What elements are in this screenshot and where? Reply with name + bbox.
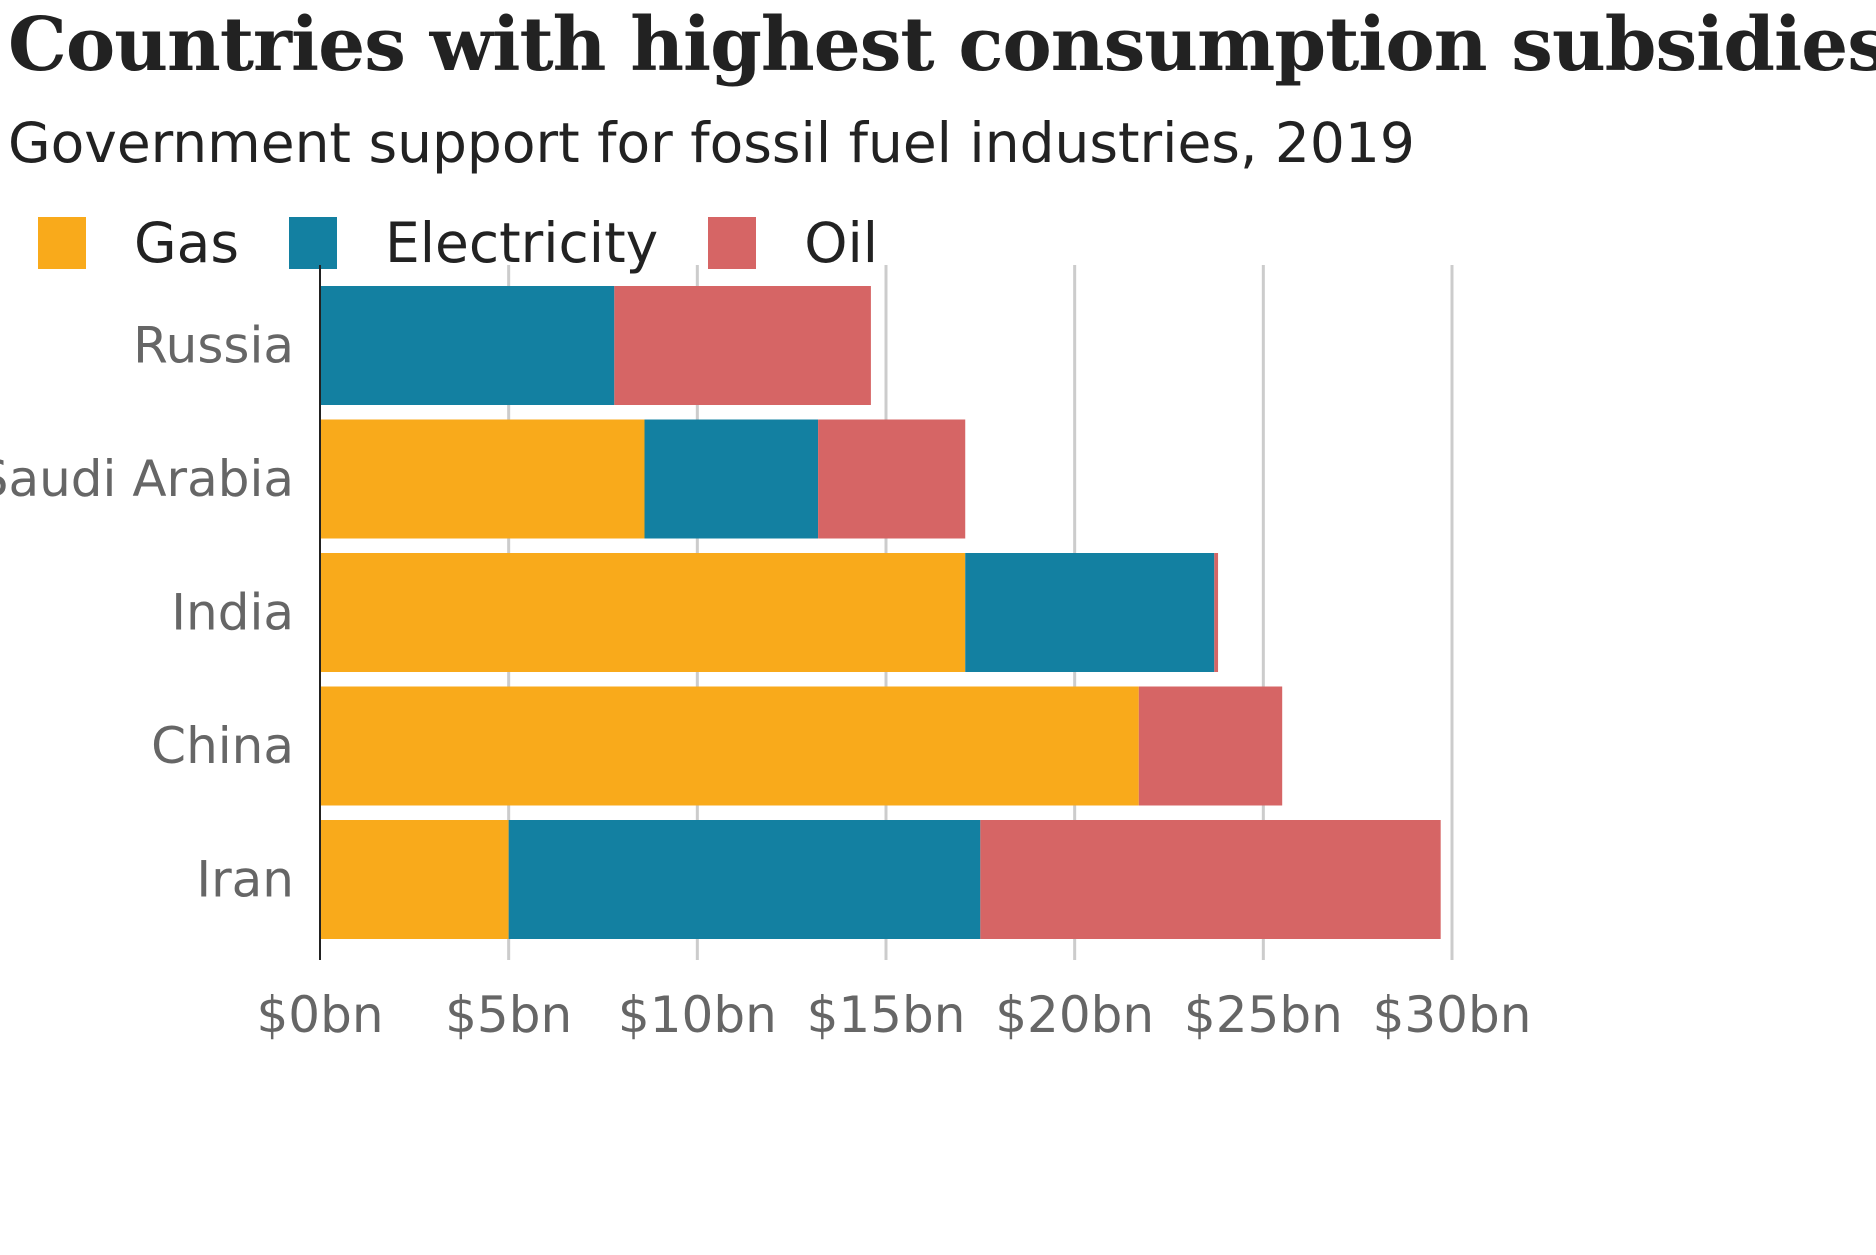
bar-india-gas [320, 553, 966, 672]
bar-china-oil [1138, 686, 1283, 806]
x-tick-label-1: $5bn [445, 986, 572, 1044]
x-tick-label-6: $30bn [1373, 986, 1532, 1044]
chart-subtitle: Government support for fossil fuel indus… [8, 111, 1415, 175]
bar-iran-electricity [508, 820, 981, 939]
bar-china-gas [320, 686, 1139, 806]
x-tick-label-4: $20bn [995, 986, 1154, 1044]
legend-swatch-gas [38, 217, 86, 269]
x-tick-label-3: $15bn [807, 986, 966, 1044]
legend-label-electricity: Electricity [384, 211, 659, 275]
category-label-saudi-arabia: Saudi Arabia [0, 450, 294, 508]
chart-title: Countries with highest consumption subsi… [8, 2, 1876, 88]
legend-item-gas: Gas [38, 211, 239, 275]
x-tick-label-5: $25bn [1184, 986, 1343, 1044]
legend-label-gas: Gas [134, 211, 239, 275]
bar-saudi-arabia-oil [818, 419, 966, 539]
category-label-china: China [151, 717, 294, 775]
bar-india-electricity [965, 553, 1215, 672]
legend-label-oil: Oil [804, 211, 879, 275]
bar-russia-oil [614, 286, 871, 405]
x-tick-label-2: $10bn [618, 986, 777, 1044]
legend: Gas Electricity Oil [38, 208, 928, 278]
category-label-india: India [171, 584, 294, 642]
bar-india-oil [1214, 553, 1219, 672]
legend-item-electricity: Electricity [288, 211, 659, 275]
bar-iran-gas [320, 820, 509, 939]
legend-item-oil: Oil [708, 211, 878, 275]
legend-swatch-oil [708, 217, 757, 269]
legend-swatch-electricity [288, 217, 337, 269]
bar-saudi-arabia-electricity [644, 419, 819, 539]
bar-iran-oil [980, 820, 1441, 939]
bar-saudi-arabia-gas [320, 419, 645, 539]
x-tick-label-0: $0bn [256, 986, 383, 1044]
category-label-russia: Russia [133, 317, 294, 375]
category-label-iran: Iran [196, 851, 294, 909]
bar-russia-electricity [320, 286, 615, 405]
